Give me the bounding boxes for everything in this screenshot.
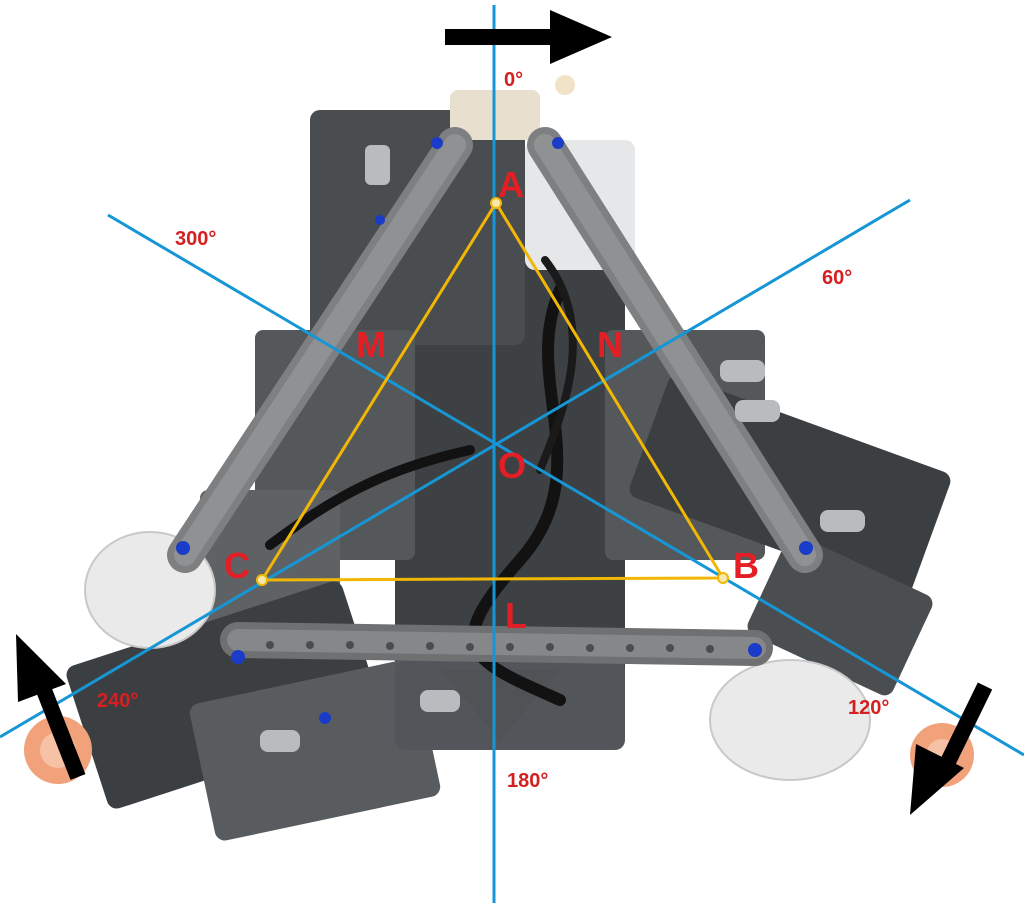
- angle-0-label: 0°: [504, 69, 523, 91]
- center-o-label: O: [498, 445, 526, 486]
- angle-60-label: 60°: [822, 267, 852, 289]
- beam-holes: [266, 641, 714, 653]
- beam-bottom: [220, 622, 773, 666]
- axis-120-300: [107, 213, 1024, 757]
- angle-240-label: 240°: [97, 690, 138, 712]
- vertex-c-dot: [256, 574, 268, 586]
- motor-right: [709, 659, 871, 781]
- beam-right: [527, 127, 823, 573]
- angle-300-label: 300°: [175, 228, 216, 250]
- vertex-c-label: C: [224, 545, 250, 586]
- vertex-a-dot: [490, 197, 502, 209]
- cable: [467, 284, 566, 706]
- midpoint-m-label: M: [356, 324, 386, 365]
- triangle-abc: [259, 200, 726, 582]
- midpoint-n-label: N: [597, 324, 623, 365]
- direction-arrow-icon: [910, 682, 993, 815]
- axis-60-240: [0, 198, 911, 739]
- vertex-b-label: B: [733, 545, 759, 586]
- right-arm-lower: [747, 534, 933, 696]
- left-arm-lower: [189, 659, 441, 841]
- connectors: [260, 145, 865, 752]
- vertex-a-label: A: [498, 164, 524, 205]
- direction-arrow-icon: [16, 634, 86, 780]
- cable: [536, 256, 577, 474]
- direction-arrow-icon: [445, 10, 612, 64]
- angle-180-label: 180°: [507, 770, 548, 792]
- midpoint-l-label: L: [505, 595, 527, 636]
- wheel-top-hub-icon: [555, 75, 575, 95]
- axes: [0, 5, 1024, 903]
- blue-pins: [176, 137, 813, 724]
- beam-left: [167, 127, 473, 573]
- angle-120-label: 120°: [848, 697, 889, 719]
- vertex-b-dot: [717, 572, 729, 584]
- robot-photo: [24, 75, 974, 841]
